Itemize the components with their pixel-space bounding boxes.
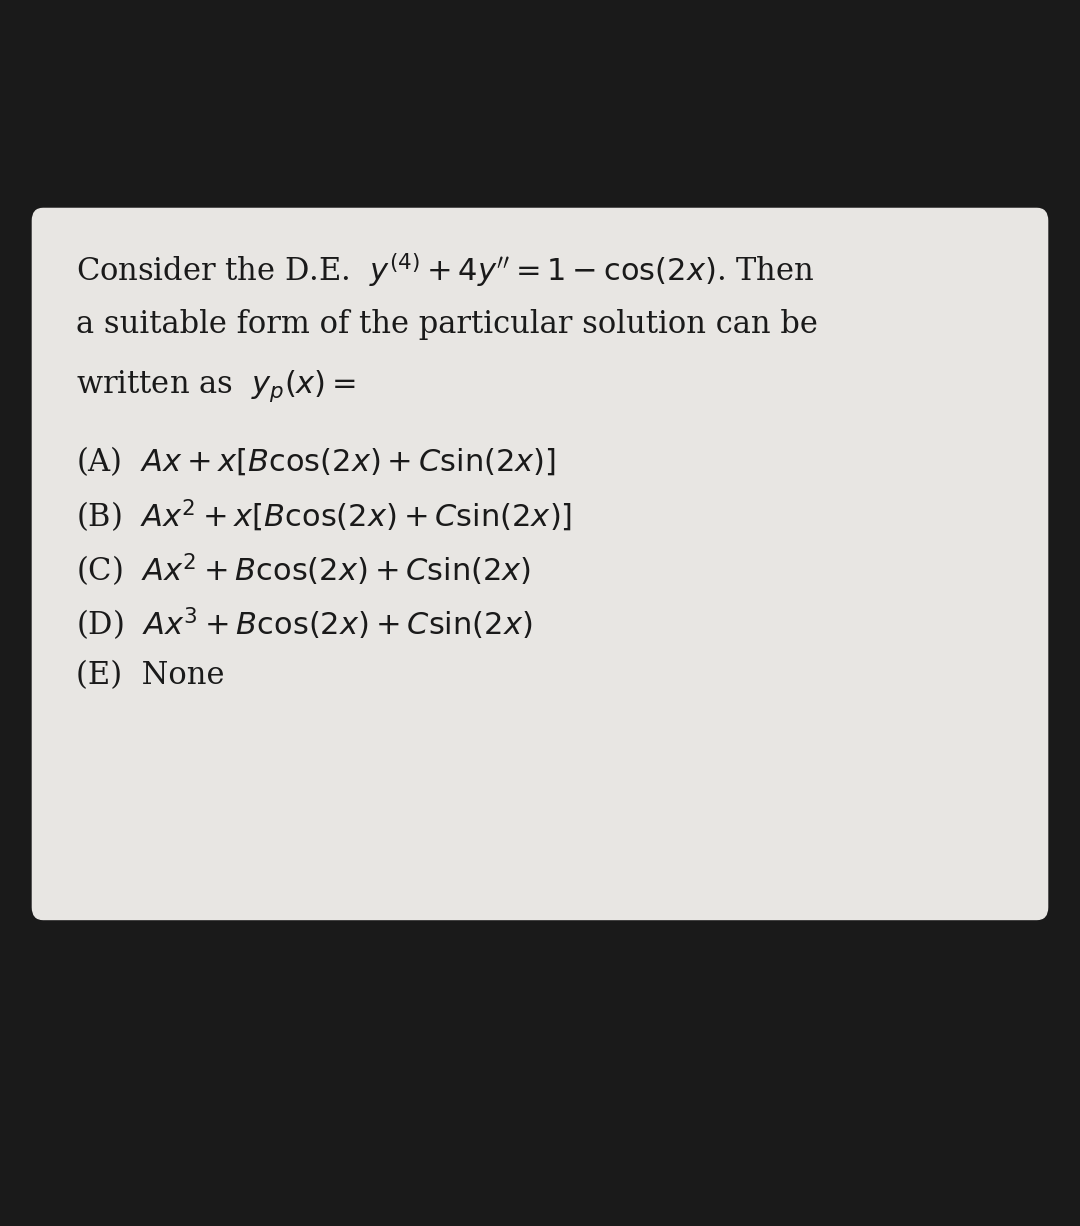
Text: written as  $y_p(x) =$: written as $y_p(x) =$ [76,368,355,403]
Text: a suitable form of the particular solution can be: a suitable form of the particular soluti… [76,309,818,340]
Text: (A)  $Ax + x[B\cos(2x) + C\sin(2x)]$: (A) $Ax + x[B\cos(2x) + C\sin(2x)]$ [76,444,555,478]
Text: Consider the D.E.  $y^{(4)} + 4y'' = 1 - \cos(2x)$. Then: Consider the D.E. $y^{(4)} + 4y'' = 1 - … [76,251,814,289]
FancyBboxPatch shape [32,208,1048,920]
Text: (B)  $Ax^2 + x[B\cos(2x) + C\sin(2x)]$: (B) $Ax^2 + x[B\cos(2x) + C\sin(2x)]$ [76,498,571,536]
Text: (E)  None: (E) None [76,660,225,690]
Text: (D)  $Ax^3 + B\cos(2x) + C\sin(2x)$: (D) $Ax^3 + B\cos(2x) + C\sin(2x)$ [76,606,532,644]
Text: (C)  $Ax^2 + B\cos(2x) + C\sin(2x)$: (C) $Ax^2 + B\cos(2x) + C\sin(2x)$ [76,552,531,590]
